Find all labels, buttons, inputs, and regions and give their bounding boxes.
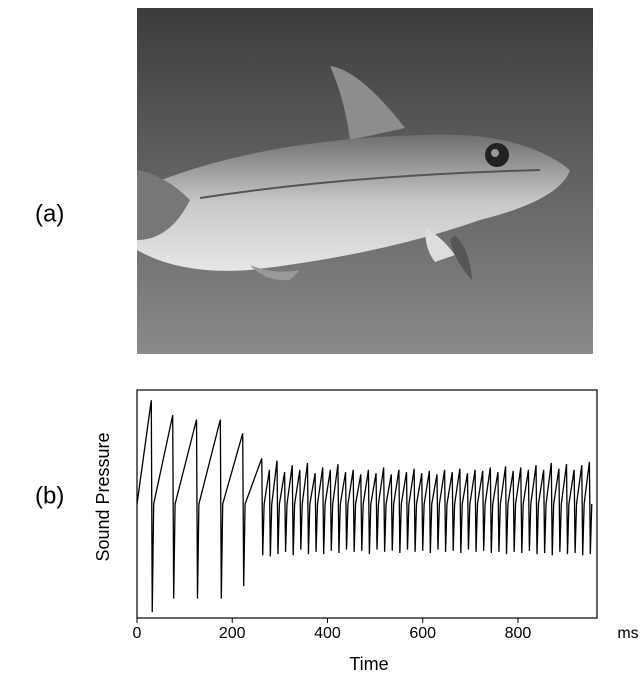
x-axis-title: Time [349,654,388,674]
x-tick-label: 800 [505,625,532,642]
plot-frame [136,389,598,619]
x-tick-label: 400 [314,625,341,642]
x-tick-label: 0 [133,625,142,642]
x-unit: ms [617,625,638,642]
waveform [136,400,593,613]
y-axis-title: Sound Pressure [93,432,113,561]
fish-photo [137,8,593,354]
x-tick-label: 200 [219,625,246,642]
panel-label: (b) [35,482,64,509]
x-tick-label: 600 [409,625,436,642]
panel-label: (a) [35,200,64,227]
